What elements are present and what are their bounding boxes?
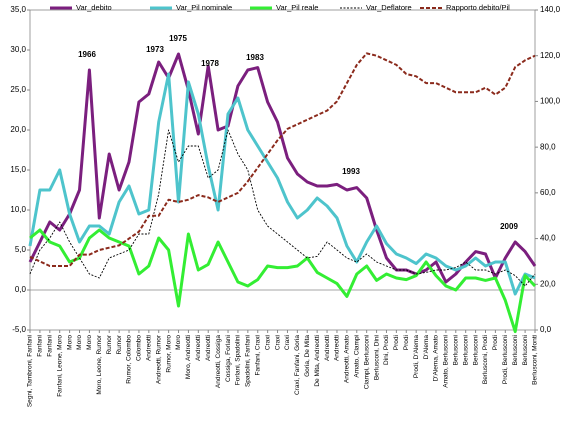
x-tick-label: Fanfani, Leone, Moro [56,335,63,397]
x-tick-label: Colombo [136,335,143,361]
x-tick-label: Andreotti, Amato [344,335,351,383]
x-tick-label: Berlusconi, Prodi [482,335,489,384]
series-line [29,228,537,334]
x-tick-label: Goria, De Mita [304,335,311,377]
x-tick-label: Prodi [393,335,400,350]
x-tick-label: Andreotti [205,335,212,361]
x-tick-label: Fanfani [37,335,44,357]
x-tick-label: Moro [175,335,182,350]
y2-tick-label: 40,0 [540,234,556,243]
x-tick-label: Berlusconi [472,335,479,365]
x-tick-label: Rumor, Moro [165,335,172,373]
annotation: 2009 [500,222,518,231]
x-tick-label: Rumor [116,334,123,354]
legend-label: Var_Pil reale [276,3,318,12]
x-tick-label: Berlusconi [522,335,529,365]
series-line [29,129,536,287]
x-tick-label: Rumor, Colombo [126,335,133,384]
x-tick-label: Prodi, Berlusconi [502,335,509,384]
x-tick-label: Berlusconi [453,335,460,365]
series-line [28,72,536,296]
y2-tick-label: 60,0 [540,188,556,197]
x-tick-label: Prodi [492,335,499,350]
x-tick-label: Berlusconi, Dini [373,335,380,380]
x-tick-label: Fanfani, Craxi [254,335,261,375]
x-tick-label: Andreotti [334,335,341,361]
x-tick-label: Berlusconi [512,335,519,365]
x-tick-label: Craxi [264,335,271,350]
annotation: 1983 [246,53,264,62]
series-line [28,52,537,284]
annotation: 1978 [201,59,219,68]
y-tick-label: 30,0 [10,45,26,54]
y-tick-label: 25,0 [10,85,26,94]
x-tick-label: Prodi, D'Alema [413,335,420,379]
y-tick-label: 0,0 [15,285,27,294]
x-tick-label: De Mita, Andreotti [314,335,321,387]
legend-label: Var_debito [76,3,112,12]
annotation: 1973 [146,45,164,54]
y2-tick-label: 100,0 [540,97,561,106]
x-tick-label: Prodi [403,335,410,350]
x-tick-label: Moro, Leone, Rumor [96,334,103,394]
x-tick-label: Forlani, Spadolini [235,335,242,385]
x-tick-label: D'Alema, Amato [433,335,440,382]
y-tick-label: 20,0 [10,125,26,134]
x-tick-label: Andreotti, Rumor [155,334,162,384]
y2-tick-label: 140,0 [540,5,561,14]
y2-tick-label: 20,0 [540,279,556,288]
x-tick-label: Andreotti, Cossiga [215,335,222,388]
x-tick-label: Rumor [106,334,113,354]
x-tick-label: Segni, Tambroni, Fanfani [27,335,34,407]
legend-label: Var_Deflatore [366,3,412,12]
x-tick-label: Spadolini, Fanfani [245,335,252,387]
y2-tick-label: 80,0 [540,142,556,151]
y-tick-label: 5,0 [15,245,27,254]
x-tick-label: Andreotti [195,335,202,361]
y-tick-label: -5,0 [12,325,26,334]
y-tick-label: 35,0 [10,5,26,14]
y-tick-label: 15,0 [10,165,26,174]
y-tick-label: 10,0 [10,205,26,214]
x-tick-label: Andreotti [324,335,331,361]
x-tick-label: Cossiga, Forlani [225,335,232,382]
x-tick-label: Dini, Prodi [383,335,390,365]
x-tick-label: Moro, Andreotti [185,335,192,379]
x-tick-label: Moro [76,335,83,350]
annotation: 1966 [78,50,96,59]
y2-tick-label: 0,0 [540,325,552,334]
x-tick-label: Amato, Ciampi [353,335,360,378]
legend-label: Rapporto debito/Pil [446,3,510,12]
x-tick-label: Moro [86,335,93,350]
x-tick-label: Craxi [274,335,281,350]
x-tick-label: Craxi [284,335,291,350]
annotation: 1993 [342,167,360,176]
x-tick-label: Amato, Berlusconi [443,335,450,388]
y2-tick-label: 120,0 [540,51,561,60]
annotation: 1975 [169,34,187,43]
x-tick-label: Berlusconi [462,335,469,365]
x-tick-label: Ciampi, Berlusconi [363,335,370,389]
x-tick-label: Andreotti [146,335,153,361]
x-tick-label: Moro [66,335,73,350]
x-tick-label: Fanfani [47,335,54,357]
series-line [29,52,536,267]
legend-label: Var_Pil nominale [176,3,232,12]
x-tick-label: Craxi, Fanfani, Goria [294,335,301,395]
x-tick-label: Berlusconi, Monti [532,335,539,385]
x-tick-label: D'Alema [423,335,430,360]
